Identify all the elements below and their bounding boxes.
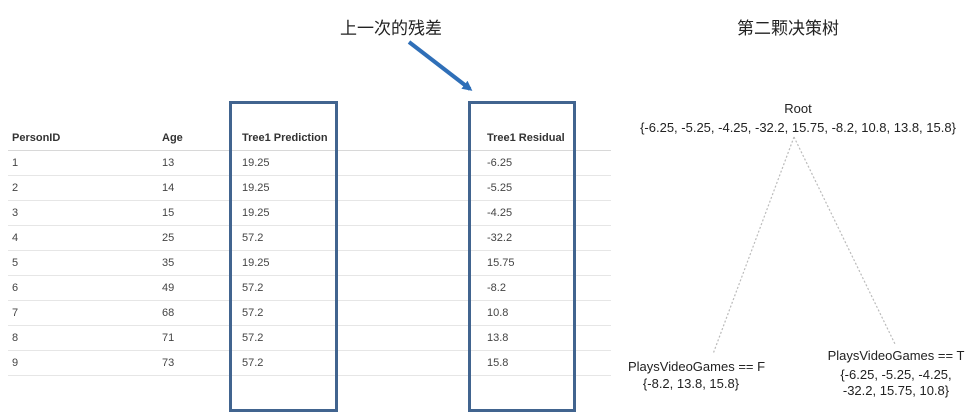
table-row: 5 35 19.25 15.75 [8, 250, 611, 276]
tree-right-values-line1: {-6.25, -5.25, -4.25, [840, 367, 952, 382]
cell-prediction: 19.25 [238, 200, 378, 226]
table-header-row: PersonID Age Tree1 Prediction Tree1 Resi… [8, 126, 611, 151]
table-row: 9 73 57.2 15.8 [8, 350, 611, 376]
cell-prediction: 57.2 [238, 275, 378, 301]
tree-right-values-line2: -32.2, 15.75, 10.8} [842, 383, 950, 398]
residual-highlight-box [468, 101, 576, 412]
tree-right-values: {-6.25, -5.25, -4.25, -32.2, 15.75, 10.8… [826, 367, 966, 399]
cell-spacer [378, 175, 483, 201]
cell-age: 15 [158, 200, 238, 226]
header-spacer [378, 126, 483, 151]
cell-personid: 7 [8, 300, 158, 326]
table-row: 2 14 19.25 -5.25 [8, 175, 611, 201]
cell-residual: -8.2 [483, 275, 611, 301]
cell-personid: 6 [8, 275, 158, 301]
cell-spacer [378, 325, 483, 351]
residual-title: 上一次的残差 [340, 19, 442, 39]
tree-root-label: Root [784, 101, 812, 116]
cell-personid: 4 [8, 225, 158, 251]
cell-residual: 15.75 [483, 250, 611, 276]
cell-personid: 8 [8, 325, 158, 351]
table-row: 4 25 57.2 -32.2 [8, 225, 611, 251]
cell-age: 71 [158, 325, 238, 351]
tree-left-label: PlaysVideoGames == F [628, 359, 766, 374]
cell-residual: -32.2 [483, 225, 611, 251]
tree-right-label: PlaysVideoGames == T [827, 348, 965, 363]
cell-residual: -6.25 [483, 150, 611, 176]
cell-personid: 5 [8, 250, 158, 276]
cell-spacer [378, 225, 483, 251]
table-row: 3 15 19.25 -4.25 [8, 200, 611, 226]
cell-prediction: 57.2 [238, 325, 378, 351]
cell-residual: 10.8 [483, 300, 611, 326]
tree-left-values: {-8.2, 13.8, 15.8} [642, 376, 740, 391]
second-tree-title: 第二颗决策树 [737, 19, 839, 39]
table-row: 8 71 57.2 13.8 [8, 325, 611, 351]
cell-age: 73 [158, 350, 238, 376]
cell-residual: 13.8 [483, 325, 611, 351]
cell-prediction: 57.2 [238, 300, 378, 326]
header-tree1-residual: Tree1 Residual [483, 126, 611, 151]
cell-spacer [378, 300, 483, 326]
tree-edge-left [712, 136, 795, 355]
header-personid: PersonID [8, 126, 158, 151]
cell-residual: 15.8 [483, 350, 611, 376]
cell-personid: 2 [8, 175, 158, 201]
prediction-highlight-box [229, 101, 338, 412]
header-tree1-prediction: Tree1 Prediction [238, 126, 378, 151]
tree-root-values: {-6.25, -5.25, -4.25, -32.2, 15.75, -8.2… [640, 120, 956, 135]
cell-spacer [378, 350, 483, 376]
cell-prediction: 57.2 [238, 350, 378, 376]
table-row: 1 13 19.25 -6.25 [8, 150, 611, 176]
cell-prediction: 19.25 [238, 150, 378, 176]
table-row: 6 49 57.2 -8.2 [8, 275, 611, 301]
cell-age: 25 [158, 225, 238, 251]
cell-spacer [378, 250, 483, 276]
cell-prediction: 19.25 [238, 175, 378, 201]
cell-age: 35 [158, 250, 238, 276]
cell-age: 14 [158, 175, 238, 201]
cell-age: 49 [158, 275, 238, 301]
cell-age: 13 [158, 150, 238, 176]
data-table: PersonID Age Tree1 Prediction Tree1 Resi… [8, 126, 611, 376]
tree-edge-right [793, 136, 896, 345]
table-row: 7 68 57.2 10.8 [8, 300, 611, 326]
cell-personid: 9 [8, 350, 158, 376]
cell-age: 68 [158, 300, 238, 326]
header-age: Age [158, 126, 238, 151]
cell-residual: -5.25 [483, 175, 611, 201]
cell-spacer [378, 275, 483, 301]
cell-residual: -4.25 [483, 200, 611, 226]
cell-personid: 1 [8, 150, 158, 176]
cell-prediction: 57.2 [238, 225, 378, 251]
pointer-arrow [407, 40, 473, 91]
cell-spacer [378, 200, 483, 226]
cell-prediction: 19.25 [238, 250, 378, 276]
cell-personid: 3 [8, 200, 158, 226]
cell-spacer [378, 150, 483, 176]
